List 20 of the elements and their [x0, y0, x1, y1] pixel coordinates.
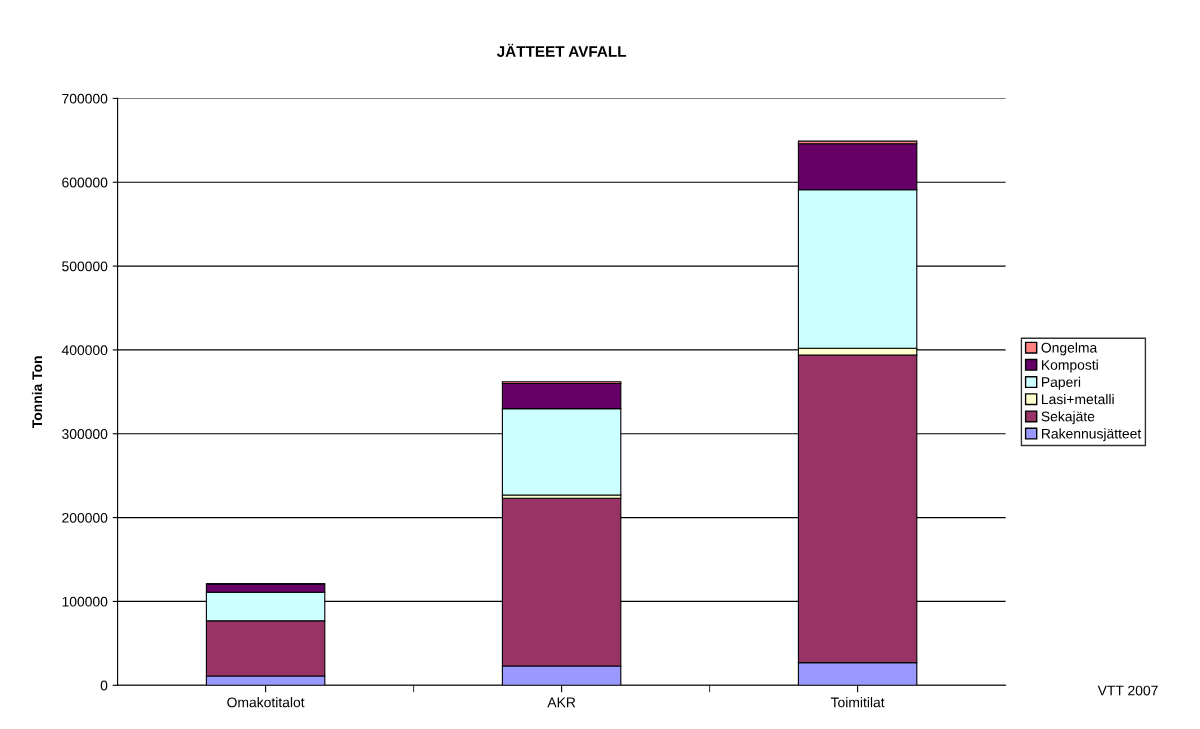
y-tick-label: 500000 — [62, 261, 108, 272]
legend-label: Lasi+metalli — [1042, 393, 1114, 405]
x-tick-label: Toimitilat — [830, 697, 885, 708]
legend-label: Sekajäte — [1041, 411, 1095, 425]
y-tick-label: 400000 — [61, 345, 108, 356]
legend-label: Ongelma — [1041, 342, 1098, 356]
chart-title: JÄTTEET AVFALL — [496, 43, 627, 57]
x-tick-label: AKR — [547, 697, 576, 708]
y-tick-label: 0 — [100, 680, 108, 691]
y-tick-label: 100000 — [62, 596, 108, 607]
y-tick-label: 200000 — [62, 512, 108, 523]
y-tick-label: 300000 — [62, 429, 108, 439]
legend-label: Paperi — [1042, 376, 1081, 390]
y-tick-label: 600000 — [62, 177, 108, 188]
x-tick-label: Omakotitalot — [227, 697, 305, 708]
y-tick-label: 700000 — [62, 93, 108, 104]
y-axis-title: Tonnia Ton — [31, 356, 43, 429]
legend-label: Rakennusjätteet — [1042, 428, 1142, 442]
text: VTT 2007 — [1097, 685, 1158, 696]
legend-label: Komposti — [1042, 359, 1098, 373]
